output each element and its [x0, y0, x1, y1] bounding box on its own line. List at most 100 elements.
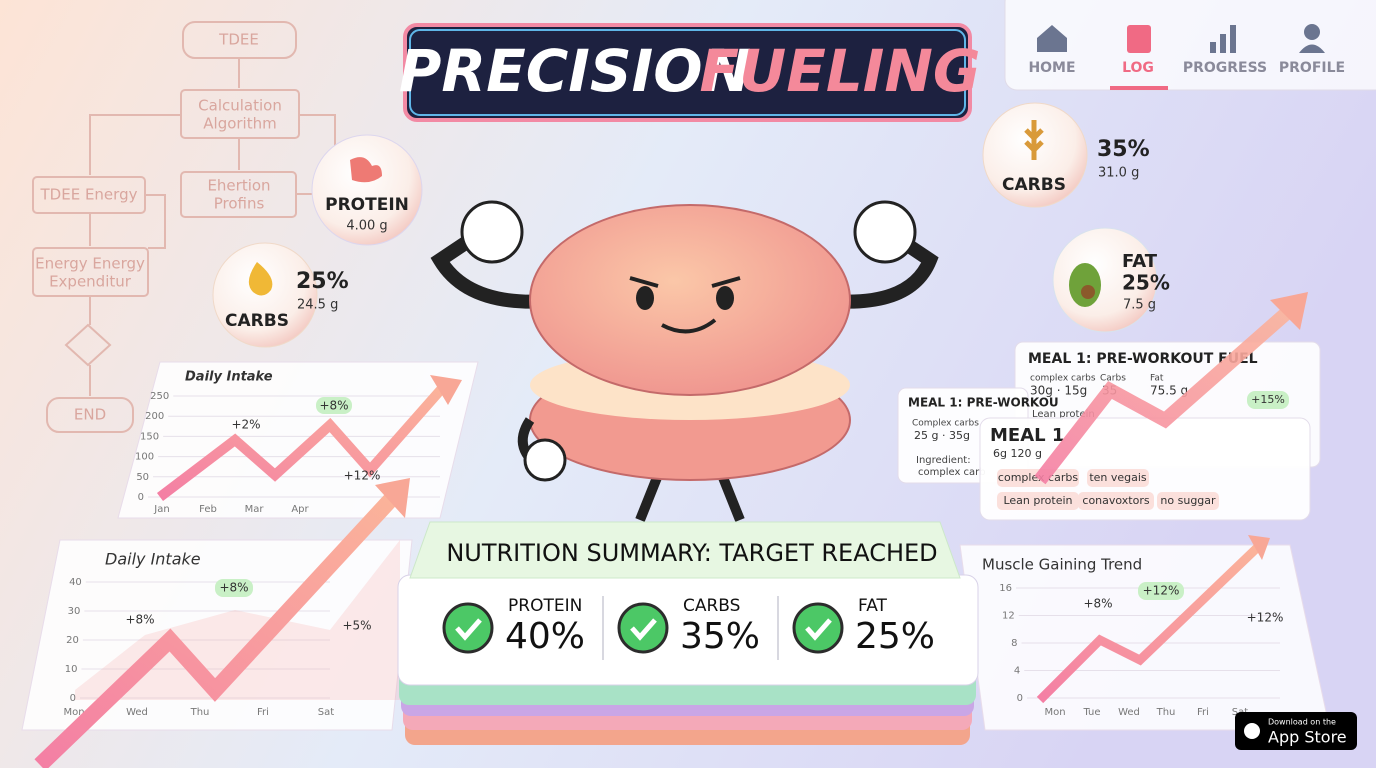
flow-node: TDEE	[218, 31, 259, 49]
column: Carbs	[1100, 374, 1126, 384]
trend-arrow	[1036, 541, 1264, 704]
nav-home[interactable]: HOME	[1028, 25, 1076, 76]
decoration	[629, 276, 741, 334]
decoration: Jan Feb Mar Apr	[153, 504, 309, 515]
flowchart: TDEE Calculation Algorithm Ehertion Prof…	[32, 21, 336, 433]
nav-label: PROFILE	[1279, 60, 1345, 76]
bubble-label: CARBS	[1002, 175, 1066, 195]
summary-value: 35%	[680, 616, 760, 657]
decoration	[853, 200, 917, 264]
y-tick-label: 20	[66, 635, 79, 646]
x-tick-label: Thu	[1156, 707, 1176, 718]
tag	[1157, 492, 1219, 510]
nav-label: LOG	[1122, 60, 1154, 76]
bubble-percent: 25%	[296, 269, 349, 294]
y-tick-label: 30	[68, 606, 81, 617]
check-mark	[455, 618, 482, 641]
mascot	[430, 200, 939, 522]
summary-title: NUTRITION SUMMARY: TARGET REACHED	[446, 539, 937, 567]
y-tick-label: 100	[135, 452, 154, 463]
arrow-head	[430, 375, 462, 405]
decoration	[523, 438, 567, 482]
check-icon	[617, 602, 669, 654]
card-title: MEAL 1: PRE-WORKOUT FUEL	[1028, 351, 1258, 367]
icon	[1220, 34, 1226, 53]
trend-arrow	[34, 489, 401, 768]
panel	[117, 361, 479, 519]
x-tick-label: Fri	[257, 707, 269, 718]
text: complex carb	[918, 467, 986, 478]
bubble-amount: 7.5 g	[1123, 298, 1156, 313]
value: 75.5 g	[1150, 384, 1188, 398]
nav-profile[interactable]: PROFILE	[1279, 24, 1345, 76]
annotation: +8%	[1083, 597, 1112, 611]
y-tick-label: 150	[140, 431, 159, 442]
badge	[1235, 712, 1357, 750]
decoration	[64, 323, 112, 367]
x-tick-label: Mon	[1044, 707, 1065, 718]
nav-label: HOME	[1028, 60, 1075, 76]
annotation: +8%	[125, 613, 154, 627]
y-tick-label: 250	[150, 391, 169, 402]
x-tick-label: Wed	[126, 707, 148, 718]
y-tick-label: 200	[145, 411, 164, 422]
decoration: 40 30 20 10 0	[65, 577, 330, 704]
mini-chart: Muscle Gaining Trend 16 12 8 4 0 Mon Tue Wed Thu…	[959, 535, 1331, 731]
badge	[316, 397, 352, 414]
flow-node: Expenditur	[49, 273, 132, 291]
arrow-head	[375, 478, 410, 518]
flow-node: TDEE Energy	[40, 186, 138, 204]
mini-chart: Daily Intake 250 200 150 100 50 0 Jan Feb Mar Apr…	[117, 361, 479, 519]
mini-chart: Daily Intake 40 30 20 10 0 Mon Wed Thu Fri Sat +8…	[21, 478, 413, 768]
icon	[1127, 25, 1151, 53]
badge-text: +15%	[1251, 393, 1285, 406]
check-mark	[805, 618, 832, 641]
title-border	[409, 29, 966, 116]
icon	[1210, 42, 1216, 53]
annotation: +8%	[219, 581, 248, 595]
check-icon	[792, 602, 844, 654]
decoration: 250 200 150 100 50 0	[135, 391, 440, 503]
summary-label: FAT	[858, 596, 888, 616]
nav-bar	[1004, 0, 1376, 91]
active-indicator	[1110, 86, 1168, 90]
y-tick-label: 8	[1011, 638, 1017, 649]
check-mark	[630, 618, 657, 641]
x-tick-label: Feb	[199, 504, 217, 515]
nav-progress[interactable]: PROGRESS	[1183, 25, 1267, 76]
summary-label: PROTEIN	[508, 596, 582, 616]
annotation: +2%	[231, 418, 260, 432]
tag-label: ten vegais	[1089, 471, 1147, 484]
nav-label: PROGRESS	[1183, 60, 1267, 76]
bubble-amount: 24.5 g	[297, 298, 338, 313]
badge-line: Download on the	[1268, 718, 1336, 727]
trend-arrow	[1034, 304, 1295, 485]
app-store-badge[interactable]: Download on the App Store	[1235, 712, 1357, 750]
flow-node: Ehertion	[207, 177, 270, 195]
x-tick-label: Mon	[63, 707, 84, 718]
flow-node: END	[74, 406, 106, 424]
arrow-head	[1248, 535, 1270, 560]
x-tick-label: Thu	[190, 707, 210, 718]
column: complex carbs	[1030, 374, 1096, 384]
bubble-label: PROTEIN	[325, 195, 409, 215]
title: PRECISION	[399, 37, 751, 105]
annotation: +12%	[1247, 611, 1284, 625]
bubble-label: CARBS	[225, 311, 289, 331]
text: 25 g · 35g	[914, 429, 970, 442]
icon	[1069, 263, 1101, 307]
nav-log[interactable]: LOG	[1110, 25, 1168, 90]
icon	[1024, 120, 1044, 160]
chart-title: Muscle Gaining Trend	[982, 556, 1142, 574]
tag	[997, 492, 1079, 510]
subtitle: 6g 120 g	[993, 447, 1042, 460]
decoration	[460, 200, 524, 264]
tag	[1078, 492, 1154, 510]
decoration	[529, 204, 851, 396]
bubble	[212, 242, 318, 348]
bubble-percent: 25%	[1122, 271, 1170, 295]
flow-node: Profins	[214, 195, 265, 213]
text: Ingredient:	[916, 455, 971, 466]
